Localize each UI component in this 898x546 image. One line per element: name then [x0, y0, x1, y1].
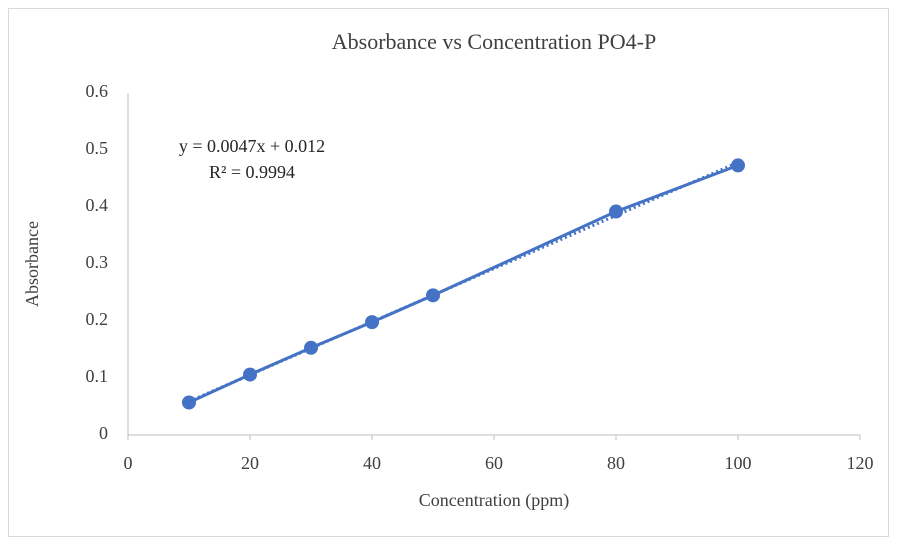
- chart-frame: [8, 8, 889, 537]
- x-tick-label: 100: [725, 453, 752, 473]
- point: [365, 315, 379, 330]
- point: [304, 340, 318, 355]
- x-tick-label: 40: [363, 453, 381, 473]
- x-tick-label: 20: [241, 453, 259, 473]
- y-tick-label: 0.4: [86, 195, 109, 215]
- x-tick-label: 80: [607, 453, 625, 473]
- y-tick-label: 0.6: [86, 81, 109, 101]
- point: [243, 367, 257, 382]
- y-axis-label: Absorbance: [22, 221, 42, 307]
- point: [731, 158, 745, 173]
- trendline-equation: y = 0.0047x + 0.012: [179, 136, 325, 156]
- y-tick-label: 0.3: [86, 252, 109, 272]
- y-tick-label: 0: [99, 423, 108, 443]
- point: [609, 204, 623, 219]
- x-tick-label: 120: [847, 453, 874, 473]
- chart-title: Absorbance vs Concentration PO4-P: [332, 29, 656, 54]
- x-tick-label: 0: [124, 453, 133, 473]
- point: [426, 288, 440, 303]
- y-tick-label: 0.1: [86, 366, 109, 386]
- x-axis-label: Concentration (ppm): [419, 490, 569, 511]
- x-tick-label: 60: [485, 453, 503, 473]
- y-tick-label: 0.5: [86, 138, 109, 158]
- point: [182, 395, 196, 410]
- r-squared: R² = 0.9994: [209, 162, 295, 182]
- y-tick-label: 0.2: [86, 309, 109, 329]
